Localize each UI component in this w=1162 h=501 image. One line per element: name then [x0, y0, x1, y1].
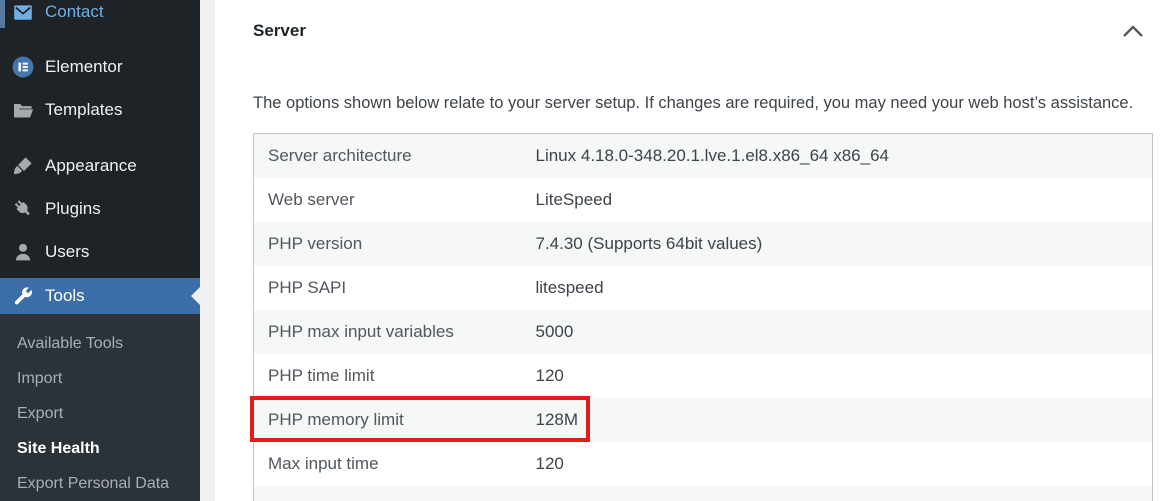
table-row: PHP SAPI litespeed: [253, 265, 1153, 310]
table-row-php-memory-limit: PHP memory limit 128M: [253, 397, 1153, 442]
table-row: PHP version 7.4.30 (Supports 64bit value…: [253, 221, 1153, 266]
admin-sidebar: Contact Elementor Templat: [0, 0, 200, 501]
table-row: Max input time 120: [253, 441, 1153, 486]
site-health-content: Server The options shown below relate to…: [200, 0, 1162, 501]
sidebar-scrollbar-thumb[interactable]: [0, 0, 5, 28]
sidebar-item-users[interactable]: Users: [0, 235, 200, 269]
chevron-up-icon[interactable]: [1122, 24, 1144, 39]
submenu-item-import[interactable]: Import: [17, 369, 63, 387]
sidebar-item-elementor[interactable]: Elementor: [0, 50, 200, 84]
row-label: PHP max input variables: [268, 321, 454, 341]
wrench-icon: [12, 285, 34, 307]
tools-submenu: Available Tools Import Export Site Healt…: [0, 314, 200, 501]
table-row: PHP time limit 120: [253, 353, 1153, 398]
table-row: Web server LiteSpeed: [253, 177, 1153, 222]
sidebar-item-templates[interactable]: Templates: [0, 93, 200, 127]
submenu-item-available-tools[interactable]: Available Tools: [17, 334, 124, 352]
table-row: PHP max input variables 5000: [253, 309, 1153, 354]
row-label: PHP version: [268, 233, 363, 253]
mail-icon: [12, 1, 34, 23]
server-info-table: Server architecture Linux 4.18.0-348.20.…: [253, 133, 1153, 501]
submenu-item-export[interactable]: Export: [17, 404, 64, 422]
sidebar-item-tools[interactable]: Tools: [0, 278, 200, 314]
row-value: [536, 486, 1153, 501]
row-value: LiteSpeed: [535, 189, 613, 209]
paintbrush-icon: [12, 155, 34, 177]
row-label: Max input time: [268, 453, 379, 473]
user-icon: [12, 241, 34, 263]
plug-icon: [12, 198, 34, 220]
elementor-icon: [12, 56, 34, 78]
sidebar-item-contact[interactable]: Contact: [0, 0, 200, 29]
sidebar-item-label: Elementor: [45, 57, 123, 76]
row-value: 120: [535, 365, 564, 385]
row-label: Server architecture: [268, 145, 412, 165]
sidebar-item-label: Templates: [45, 100, 123, 119]
sidebar-item-label: Contact: [45, 2, 104, 21]
server-info-panel: Server The options shown below relate to…: [215, 0, 1162, 501]
sidebar-item-label: Tools: [45, 286, 85, 305]
table-row-partial: [253, 485, 1153, 501]
row-value: 128M: [535, 409, 579, 429]
active-item-arrow: [191, 287, 200, 305]
row-label: [254, 486, 536, 501]
sidebar-item-label: Plugins: [45, 199, 101, 218]
table-row: Server architecture Linux 4.18.0-348.20.…: [253, 133, 1153, 178]
row-value: 5000: [535, 321, 574, 341]
sidebar-item-plugins[interactable]: Plugins: [0, 192, 200, 226]
row-value: litespeed: [535, 277, 604, 297]
sidebar-item-label: Appearance: [45, 156, 137, 175]
row-label: Web server: [268, 189, 355, 209]
section-title: Server: [253, 21, 306, 40]
row-label: PHP memory limit: [268, 409, 404, 429]
folder-icon: [12, 99, 34, 121]
row-value: 120: [535, 453, 564, 473]
submenu-item-export-personal-data[interactable]: Export Personal Data: [17, 474, 170, 492]
row-label: PHP time limit: [268, 365, 375, 385]
sidebar-item-label: Users: [45, 242, 90, 261]
row-value: 7.4.30 (Supports 64bit values): [535, 233, 763, 253]
row-label: PHP SAPI: [268, 277, 347, 297]
row-value: Linux 4.18.0-348.20.1.lve.1.el8.x86_64 x…: [535, 145, 890, 165]
submenu-item-site-health[interactable]: Site Health: [17, 439, 100, 457]
sidebar-item-appearance[interactable]: Appearance: [0, 149, 200, 183]
section-description: The options shown below relate to your s…: [253, 94, 1134, 112]
server-accordion-header[interactable]: Server: [253, 18, 1146, 44]
